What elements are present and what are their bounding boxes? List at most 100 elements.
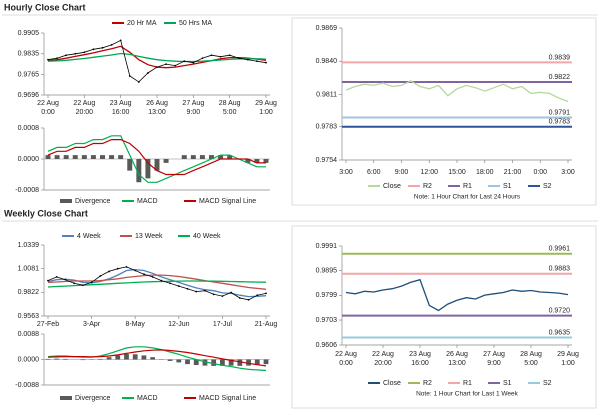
price-point — [83, 51, 86, 54]
bar — [80, 359, 86, 361]
series-line — [345, 278, 569, 312]
legend-label: R2 — [423, 380, 432, 387]
series-line — [345, 80, 569, 103]
price-point — [137, 81, 140, 83]
y-tick-label: 0.9822 — [18, 289, 40, 296]
legend-label: R1 — [463, 380, 472, 387]
price-point — [125, 265, 128, 268]
bar — [118, 155, 124, 159]
x-tick-label: 0:00 — [41, 109, 55, 116]
bar — [45, 358, 51, 360]
x-tick-label: 6:00 — [367, 169, 381, 176]
x-tick-label: 3:00 — [561, 169, 575, 176]
y-tick-label: 0.0008 — [18, 125, 40, 132]
y-tick-label: 0.9765 — [18, 71, 40, 78]
price-point — [256, 294, 259, 297]
level-label: 0.9791 — [549, 109, 571, 116]
legend-label: S1 — [503, 380, 512, 387]
price-line — [47, 266, 267, 301]
price-point — [55, 276, 58, 278]
bar — [45, 155, 51, 159]
bar — [132, 354, 138, 360]
bar — [63, 358, 68, 360]
price-point — [99, 275, 102, 277]
y-tick-label: 0.0000 — [18, 356, 40, 363]
y-tick-label: 0.9703 — [316, 317, 338, 324]
bar — [263, 359, 269, 365]
x-tick-label: 5:00 — [223, 109, 237, 116]
price-point — [246, 58, 249, 61]
x-tick-label: 8-May — [125, 321, 145, 328]
legend-swatch — [60, 396, 72, 400]
panel-frame — [291, 225, 597, 409]
price-point — [156, 66, 158, 69]
y-tick-label: -0.0008 — [15, 187, 39, 194]
price-point — [143, 273, 145, 276]
x-tick-label: 29 Aug — [557, 351, 579, 358]
price-point — [174, 64, 177, 67]
price-point — [92, 48, 95, 51]
section-heading: Hourly Close Chart — [4, 2, 86, 12]
x-tick-label: 22 Aug — [335, 351, 357, 358]
level-label: 0.9839 — [549, 54, 571, 61]
x-tick-label: 23 Aug — [409, 351, 431, 358]
legend-label: MACD — [137, 198, 158, 205]
y-tick-label: 0.9696 — [18, 92, 40, 99]
x-tick-label: 0:00 — [533, 169, 547, 176]
price-point — [73, 282, 76, 285]
legend-label: MACD Signal Line — [199, 395, 256, 402]
price-point — [151, 276, 154, 278]
bar — [106, 357, 112, 360]
price-point — [56, 57, 58, 60]
bar — [254, 159, 260, 163]
bar — [220, 359, 225, 366]
x-tick-label: 3:00 — [339, 169, 353, 176]
y-tick-label: 0.9754 — [316, 157, 338, 164]
x-tick-label: 23 Aug — [110, 100, 132, 107]
x-tick-label: 21:00 — [504, 169, 522, 176]
legend-label: R1 — [463, 183, 472, 190]
price-point — [228, 54, 231, 57]
price-point — [210, 54, 213, 57]
x-tick-label: 0:00 — [339, 360, 353, 367]
price-point — [169, 282, 171, 285]
bar — [141, 355, 147, 360]
y-tick-label: 0.0000 — [18, 156, 40, 163]
y-tick-label: 0.0088 — [18, 331, 40, 338]
legend-label: 50 Hrs MA — [179, 20, 212, 27]
bar — [81, 155, 87, 159]
x-tick-label: 13:00 — [448, 360, 466, 367]
x-tick-label: 29 Aug — [255, 100, 277, 107]
y-tick-label: 0.9895 — [316, 268, 338, 275]
bar — [263, 159, 269, 163]
bar — [193, 359, 199, 366]
legend-label: S1 — [503, 183, 512, 190]
legend-label: S2 — [543, 183, 552, 190]
price-point — [119, 39, 122, 42]
price-point — [165, 63, 167, 66]
y-tick-label: 0.9811 — [316, 91, 337, 98]
bar — [72, 155, 78, 159]
legend-label: Close — [383, 380, 401, 387]
legend-label: 13 Week — [135, 233, 163, 240]
legend-label: 4 Week — [77, 233, 101, 240]
bar — [127, 159, 133, 171]
price-point — [183, 60, 186, 63]
x-tick-label: 27 Aug — [483, 351, 505, 358]
series-line — [47, 139, 266, 176]
price-point — [65, 54, 68, 57]
x-tick-label: 9:00 — [487, 360, 501, 367]
x-tick-label: 3-Apr — [83, 321, 101, 328]
bar — [100, 155, 105, 159]
price-point — [108, 270, 110, 273]
y-tick-label: 1.0339 — [18, 242, 40, 249]
note: Note: 1 Hour Chart for Last 1 Week — [416, 391, 519, 398]
x-tick-label: 9:00 — [395, 169, 409, 176]
price-point — [265, 61, 267, 64]
x-tick-label: 18:00 — [476, 169, 494, 176]
x-tick-label: 27 Aug — [182, 100, 204, 107]
series-line — [47, 349, 267, 367]
price-point — [186, 287, 189, 290]
level-label: 0.9883 — [549, 266, 571, 273]
